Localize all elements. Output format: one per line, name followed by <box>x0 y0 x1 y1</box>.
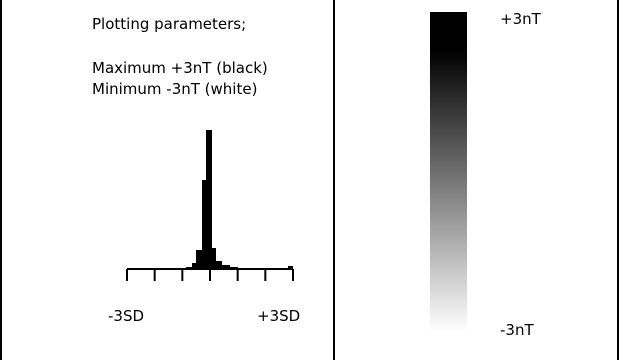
frame-left-border <box>0 0 2 360</box>
histogram-max-label: +3SD <box>257 307 301 325</box>
parameters-title: Plotting parameters; <box>92 15 247 33</box>
histogram-axis <box>126 268 294 281</box>
histogram-bar <box>288 266 293 269</box>
minimum-parameter: Minimum -3nT (white) <box>92 80 258 98</box>
histogram-bar <box>212 248 216 269</box>
frame-right-border <box>617 0 619 360</box>
histogram-bar <box>206 130 212 269</box>
histogram <box>126 130 294 281</box>
frame-divider <box>333 0 335 360</box>
maximum-parameter: Maximum +3nT (black) <box>92 59 268 77</box>
scale-min-label: -3nT <box>500 321 534 339</box>
histogram-bar <box>202 180 206 269</box>
histogram-min-label: -3SD <box>108 307 145 325</box>
histogram-bar <box>196 250 202 269</box>
histogram-bar <box>216 261 222 269</box>
grayscale-scale-bar <box>430 12 467 332</box>
histogram-bar <box>222 265 230 269</box>
scale-max-label: +3nT <box>500 10 541 28</box>
histogram-bars <box>186 130 293 269</box>
histogram-bar <box>192 263 196 269</box>
